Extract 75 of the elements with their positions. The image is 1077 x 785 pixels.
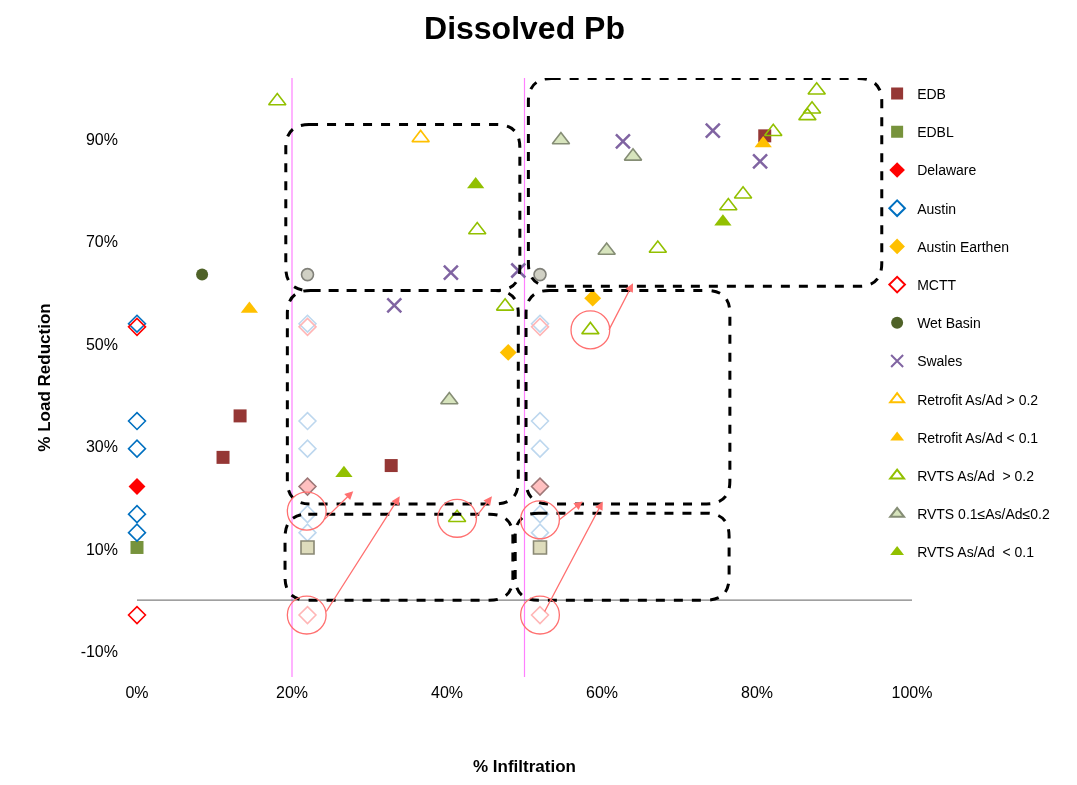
point: [530, 523, 550, 542]
point: [648, 240, 668, 254]
point: [751, 153, 769, 170]
point: [530, 411, 550, 431]
x-axis-title: % Infiltration: [473, 757, 576, 777]
chart-title: Dissolved Pb: [424, 9, 625, 46]
point: [442, 264, 460, 281]
x-tick-label: 80%: [740, 684, 774, 701]
legend-label: RVTS 0.1≤As/Ad≤0.2: [917, 506, 1050, 523]
point: [551, 131, 571, 145]
y-tick-label: 90%: [85, 131, 118, 149]
x-tick-label: 100%: [891, 684, 933, 701]
point: [597, 242, 617, 256]
point: [533, 267, 547, 282]
point: [298, 411, 317, 431]
legend-label: Retrofit As/Ad < 0.1: [917, 429, 1039, 446]
point: [127, 314, 147, 333]
point: [467, 176, 485, 189]
point: [718, 197, 738, 211]
point: [127, 504, 147, 524]
legend-label: Delaware: [917, 162, 977, 179]
point: [532, 540, 548, 555]
point: [499, 343, 517, 361]
point: [384, 459, 398, 473]
legend-label: EDB: [917, 86, 946, 103]
point: [127, 523, 147, 542]
point: [127, 439, 147, 458]
point: [127, 605, 147, 625]
legend-label: Retrofit As/Ad > 0.2: [917, 391, 1039, 408]
point: [298, 439, 317, 458]
x-tick-label: 60%: [585, 684, 619, 701]
y-tick-label: 10%: [85, 540, 118, 558]
point: [128, 478, 146, 495]
legend-label: Austin: [917, 200, 957, 217]
x-tick-label: 20%: [275, 684, 309, 701]
y-tick-label: -10%: [80, 643, 118, 660]
point: [300, 540, 315, 555]
point: [614, 133, 632, 150]
point: [216, 450, 230, 464]
point: [127, 411, 147, 431]
legend-label: RVTS As/Ad > 0.2: [917, 468, 1035, 485]
point: [802, 100, 822, 114]
point: [196, 268, 209, 281]
point: [704, 122, 722, 139]
x-tick-label: 0%: [125, 684, 149, 701]
legend-label: RVTS As/Ad < 0.1: [917, 544, 1035, 561]
point: [530, 477, 550, 496]
x-tick-label: 40%: [430, 684, 464, 701]
point: [130, 540, 144, 554]
point: [733, 185, 753, 199]
point: [298, 477, 317, 496]
y-tick-label: 30%: [85, 438, 118, 456]
point: [298, 314, 317, 333]
point: [267, 92, 287, 106]
point: [386, 297, 403, 314]
y-axis-title: % Load Reduction: [35, 303, 55, 452]
y-tick-label: 70%: [85, 233, 118, 251]
point: [411, 129, 431, 143]
point: [530, 439, 550, 458]
point: [300, 267, 315, 282]
point: [298, 523, 317, 542]
point: [439, 391, 459, 405]
y-tick-label: 50%: [85, 335, 118, 353]
legend-label: Wet Basin: [917, 315, 981, 332]
point: [467, 221, 487, 235]
point: [797, 107, 817, 121]
legend-label: Austin Earthen: [917, 238, 1009, 255]
legend-label: Swales: [917, 353, 963, 370]
point: [763, 123, 783, 137]
point: [233, 409, 247, 423]
legend-label: MCTT: [917, 277, 957, 294]
point: [584, 289, 602, 307]
point: [530, 314, 550, 333]
point: [807, 81, 827, 95]
legend-label: EDBL: [917, 124, 954, 141]
